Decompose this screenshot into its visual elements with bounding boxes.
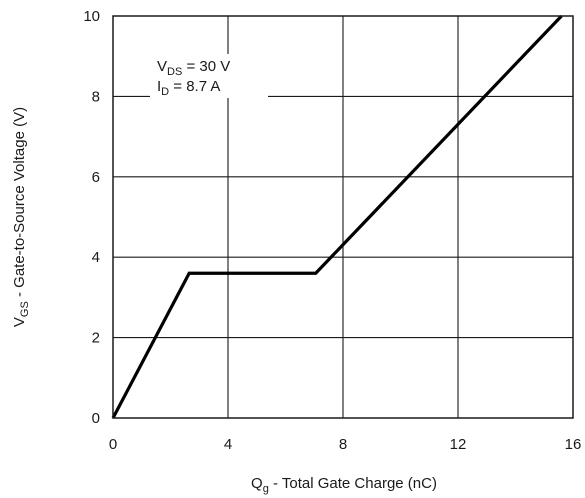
annotation-id: ID = 8.7 A bbox=[157, 78, 220, 98]
series-line bbox=[111, 14, 563, 419]
y-tick-labels: 0 2 4 6 8 10 bbox=[83, 8, 100, 427]
y-tick-label: 8 bbox=[92, 88, 100, 105]
y-tick-label: 2 bbox=[92, 330, 100, 347]
series-lines bbox=[111, 14, 563, 419]
x-axis-label: Qg - Total Gate Charge (nC) bbox=[251, 475, 437, 495]
x-tick-label: 16 bbox=[565, 436, 582, 453]
x-tick-labels: 0 4 8 12 16 bbox=[109, 436, 582, 453]
annotation-vds: VDS = 30 V bbox=[157, 58, 230, 78]
x-tick-label: 12 bbox=[450, 436, 467, 453]
annotation-background bbox=[150, 54, 268, 98]
x-tick-label: 4 bbox=[224, 436, 232, 453]
y-tick-label: 10 bbox=[83, 8, 100, 25]
y-tick-label: 0 bbox=[92, 410, 100, 427]
x-tick-label: 0 bbox=[109, 436, 117, 453]
y-axis-label: VGS - Gate-to-Source Voltage (V) bbox=[11, 107, 31, 327]
y-tick-label: 4 bbox=[92, 249, 100, 266]
plot-frame bbox=[112, 15, 574, 419]
x-tick-label: 8 bbox=[339, 436, 347, 453]
y-tick-label: 6 bbox=[92, 169, 100, 186]
